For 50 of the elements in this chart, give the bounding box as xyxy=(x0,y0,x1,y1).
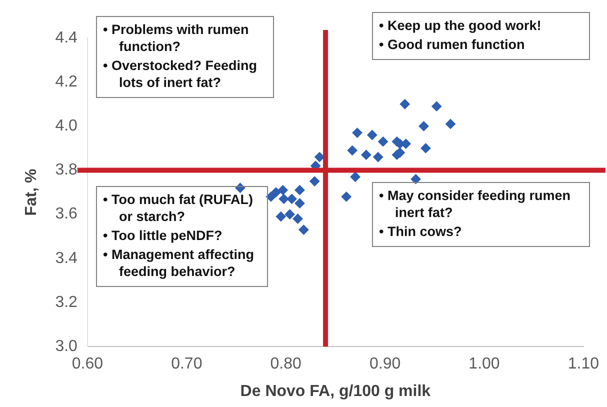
y-tick-label: 4.0 xyxy=(55,118,78,135)
x-tick-label: 0.70 xyxy=(171,356,202,373)
y-tick-label: 4.4 xyxy=(55,29,78,46)
text-box: • May consider feeding rumen inert fat? • Thin cows? xyxy=(372,182,590,247)
annotation: • Keep up the good work! • Good rumen function xyxy=(379,17,542,53)
point xyxy=(341,192,352,202)
point xyxy=(367,130,378,140)
point xyxy=(314,152,325,162)
point xyxy=(294,185,305,196)
point xyxy=(400,99,410,110)
x-tick-label: 0.60 xyxy=(72,356,104,373)
point xyxy=(347,145,358,156)
point xyxy=(270,187,281,198)
point xyxy=(420,143,431,154)
annotation: • Too much fat (RUFAL) or starch? • Too little peNDF? • Management affecting feeding behavior? xyxy=(103,191,255,280)
x-tick-label: 1.00 xyxy=(468,356,500,373)
point xyxy=(292,214,303,224)
point xyxy=(278,185,288,196)
x-axis-title: De Novo FA, g/100 g milk xyxy=(240,382,431,400)
point xyxy=(373,152,384,162)
x-tick-label: 0.90 xyxy=(369,356,401,373)
text-box: • Too much fat (RUFAL) or starch? • Too little peNDF? • Management affecting feeding behavior? xyxy=(96,186,268,287)
x-tick-label: 1.10 xyxy=(568,356,600,373)
point xyxy=(352,128,362,138)
y-tick-label: 4.2 xyxy=(55,73,78,90)
point xyxy=(446,118,456,129)
point xyxy=(298,224,309,235)
point xyxy=(284,209,295,220)
text-box: • Keep up the good work! • Good rumen function xyxy=(372,12,590,60)
point xyxy=(418,121,429,132)
point xyxy=(276,212,286,222)
y-tick-label: 3.6 xyxy=(55,206,78,223)
point xyxy=(361,150,372,160)
y-tick-label: 3.2 xyxy=(55,294,78,311)
point xyxy=(350,172,360,182)
y-tick-label: 3.4 xyxy=(55,250,78,267)
y-axis-title: Fat, % xyxy=(23,168,40,216)
point xyxy=(310,176,320,186)
point xyxy=(278,194,289,204)
text-box: • Problems with rumen function? • Overstocked? Feeding lots of inert fat? xyxy=(96,16,274,98)
point xyxy=(294,198,305,208)
point xyxy=(378,136,388,147)
point xyxy=(410,174,421,184)
point xyxy=(432,101,442,112)
x-tick-label: 0.80 xyxy=(270,356,302,373)
annotation: • Problems with rumen function? • Overstocked? Feeding lots of inert fat? xyxy=(103,21,258,91)
y-tick-label: 3.8 xyxy=(55,162,78,179)
annotation: • May consider feeding rumen inert fat? • Thin cows? xyxy=(379,187,572,240)
point xyxy=(286,194,297,204)
y-tick-label: 3.0 xyxy=(55,338,78,356)
